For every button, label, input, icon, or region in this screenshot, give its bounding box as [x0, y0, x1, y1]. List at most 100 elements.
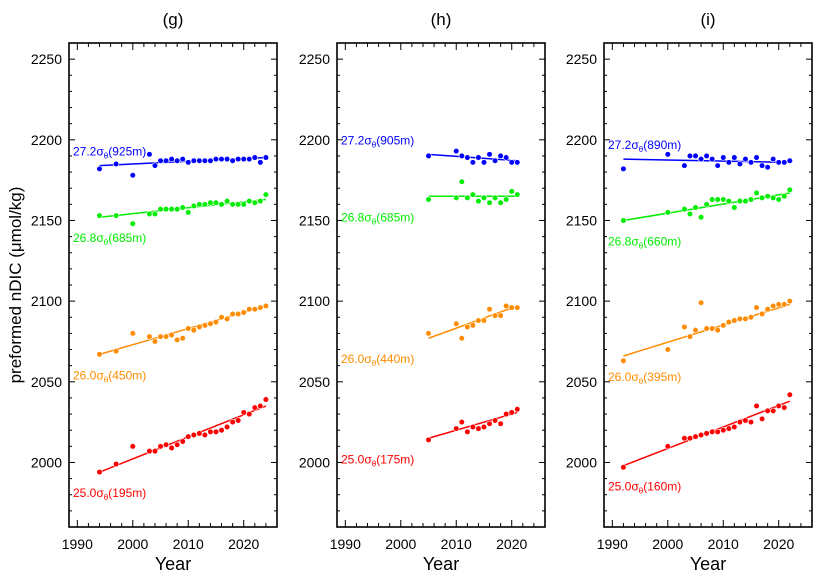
- data-point: [731, 154, 738, 161]
- data-point: [458, 178, 465, 185]
- data-point: [174, 157, 181, 164]
- panel-title: (h): [431, 10, 452, 29]
- data-point: [486, 306, 493, 313]
- data-point: [686, 152, 694, 160]
- data-point: [781, 404, 788, 411]
- data-point: [464, 428, 471, 435]
- data-point: [453, 320, 460, 327]
- series-label: 26.8σθ(685m): [73, 231, 146, 247]
- data-point: [174, 206, 181, 213]
- series-label: 27.2σθ(925m): [73, 145, 146, 161]
- data-point: [758, 194, 766, 201]
- data-point: [475, 425, 482, 432]
- x-tick-label: 2000: [652, 536, 683, 552]
- data-point: [201, 201, 208, 208]
- data-point: [508, 159, 515, 166]
- series-27-2: 27.2σθ(925m): [73, 145, 270, 179]
- data-point: [113, 160, 120, 168]
- data-point: [709, 428, 716, 435]
- data-point: [480, 159, 488, 166]
- series-26-8: 26.8σθ(660m): [608, 186, 793, 250]
- data-point: [96, 469, 103, 476]
- data-point: [697, 156, 705, 163]
- data-point: [151, 448, 159, 455]
- data-point: [720, 196, 727, 203]
- data-point: [725, 159, 732, 166]
- data-point: [151, 162, 159, 169]
- data-point: [753, 154, 760, 161]
- data-point: [742, 315, 749, 322]
- data-point: [223, 423, 231, 431]
- data-point: [185, 433, 192, 440]
- y-tick-label: 2000: [31, 454, 62, 470]
- data-point: [686, 435, 694, 442]
- x-tick-label: 2000: [385, 536, 416, 552]
- data-point: [425, 330, 432, 337]
- data-point: [257, 402, 264, 410]
- data-point: [664, 443, 671, 450]
- data-point: [174, 441, 181, 448]
- data-point: [425, 152, 432, 160]
- y-tick-label: 2150: [566, 212, 597, 228]
- series-label: 27.2σθ(890m): [608, 138, 681, 154]
- data-point: [742, 198, 749, 205]
- data-point: [491, 312, 499, 319]
- data-point: [251, 306, 258, 313]
- series-25-0: 25.0σθ(195m): [73, 396, 270, 502]
- y-tick-label: 2000: [566, 454, 597, 470]
- data-point: [514, 304, 521, 311]
- data-point: [464, 323, 471, 331]
- data-point: [664, 151, 671, 158]
- data-point: [162, 441, 170, 448]
- series-label: 25.0σθ(195m): [73, 486, 146, 502]
- data-point: [212, 428, 220, 435]
- series-26-8: 26.8σθ(685m): [73, 191, 270, 247]
- data-point: [207, 199, 214, 206]
- data-point: [196, 323, 203, 331]
- data-point: [96, 165, 103, 172]
- data-point: [179, 438, 186, 445]
- series-27-2: 27.2σθ(905m): [341, 133, 521, 166]
- data-point: [753, 402, 760, 410]
- data-point: [251, 199, 258, 206]
- trend-line: [623, 158, 790, 164]
- data-point: [736, 198, 743, 205]
- data-point: [464, 194, 471, 201]
- data-point: [425, 436, 432, 443]
- data-point: [223, 198, 231, 205]
- data-point: [196, 430, 203, 437]
- data-point: [157, 206, 164, 213]
- series-label: 26.8σθ(660m): [608, 234, 681, 250]
- data-point: [162, 333, 170, 340]
- data-point: [736, 160, 743, 168]
- data-point: [508, 304, 515, 311]
- x-tick-label: 1990: [330, 536, 361, 552]
- data-point: [703, 325, 710, 332]
- y-tick-label: 2000: [299, 454, 330, 470]
- data-point: [229, 419, 236, 426]
- data-point: [747, 419, 755, 426]
- data-point: [453, 194, 460, 201]
- data-point: [664, 209, 671, 216]
- data-point: [179, 204, 186, 211]
- data-point: [714, 162, 721, 169]
- data-point: [262, 191, 270, 198]
- data-point: [240, 156, 247, 163]
- data-point: [257, 304, 264, 311]
- data-point: [185, 325, 192, 332]
- x-tick-label: 2020: [228, 536, 259, 552]
- series-26-0: 26.0σθ(440m): [341, 302, 521, 368]
- data-point: [692, 204, 699, 211]
- series-26-8: 26.8σθ(685m): [341, 178, 521, 226]
- data-point: [503, 154, 510, 161]
- data-point: [480, 317, 488, 324]
- data-point: [113, 460, 120, 468]
- data-point: [497, 199, 504, 206]
- panel-title: (i): [700, 10, 715, 29]
- data-point: [781, 301, 788, 308]
- data-point: [458, 419, 465, 426]
- series-label: 26.0σθ(440m): [341, 352, 414, 368]
- data-point: [129, 172, 136, 179]
